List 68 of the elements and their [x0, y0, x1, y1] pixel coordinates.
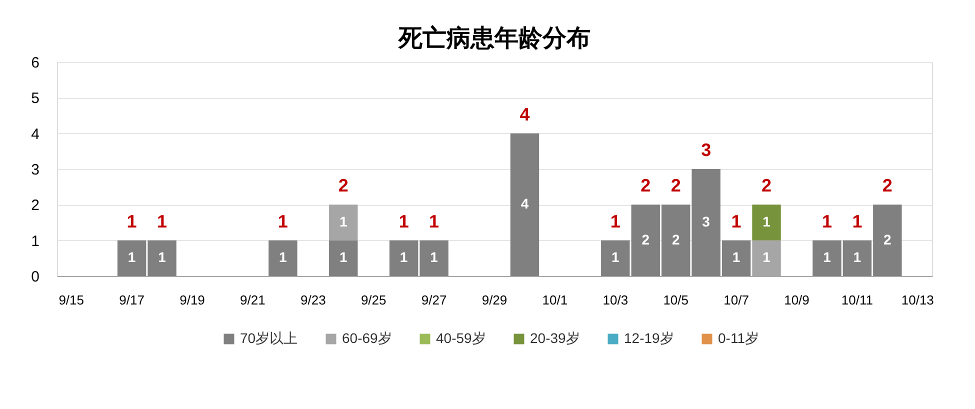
data-label: 1	[612, 249, 620, 266]
x-tick-label: 9/21	[240, 292, 266, 308]
bar	[510, 133, 540, 276]
x-tick-label: 10/5	[663, 292, 689, 308]
x-tick-label: 9/23	[300, 292, 326, 308]
bar	[752, 204, 781, 240]
y-tick-label: 4	[31, 126, 40, 143]
x-tick-label: 9/19	[180, 292, 205, 308]
data-label: 1	[128, 249, 136, 266]
x-tick-label: 9/25	[360, 292, 386, 308]
legend-label: 40-59岁	[436, 330, 486, 346]
legend-label: 60-69岁	[342, 330, 392, 346]
y-tick-label: 3	[31, 162, 40, 178]
bar	[329, 240, 358, 276]
y-tick-label: 6	[31, 54, 40, 72]
bar	[268, 240, 298, 276]
bar	[329, 204, 358, 240]
x-tick-label: 10/7	[724, 292, 749, 308]
legend-label: 12-19岁	[624, 330, 674, 346]
data-label: 2	[672, 231, 680, 248]
x-tick-label: 10/1	[542, 292, 568, 308]
x-tick-label: 10/13	[901, 292, 934, 308]
chart-title: 死亡病患年龄分布	[398, 24, 590, 52]
data-label: 1	[762, 249, 771, 266]
data-label: 1	[400, 249, 408, 266]
total-label: 2	[670, 176, 681, 196]
data-label: 2	[884, 231, 892, 248]
total-label: 1	[157, 211, 168, 232]
total-label: 2	[882, 176, 892, 196]
data-label: 1	[339, 249, 348, 266]
x-tick-label: 10/9	[784, 292, 810, 308]
y-tick-label: 1	[31, 232, 40, 250]
x-tick-label: 9/27	[421, 292, 447, 308]
y-tick-label: 5	[31, 90, 40, 108]
data-label: 1	[823, 249, 832, 266]
total-label: 1	[822, 211, 832, 232]
total-label: 2	[338, 176, 348, 196]
x-tick-label: 10/11	[841, 292, 873, 308]
y-tick-label: 2	[31, 197, 40, 214]
total-label: 1	[731, 211, 742, 232]
total-label: 1	[126, 211, 137, 232]
x-tick-label: 9/17	[119, 292, 144, 308]
total-label: 1	[852, 211, 862, 232]
x-tick-label: 10/3	[602, 292, 628, 308]
total-label: 2	[640, 176, 651, 196]
total-label: 1	[278, 211, 288, 232]
data-label: 3	[702, 214, 710, 230]
data-label: 1	[158, 249, 166, 266]
data-label: 1	[732, 249, 740, 266]
data-label: 2	[642, 231, 650, 248]
x-tick-label: 9/15	[58, 292, 84, 308]
total-label: 4	[520, 104, 530, 124]
data-label: 1	[339, 214, 348, 230]
legend-label: 20-39岁	[530, 330, 580, 346]
legend-label: 70岁以上	[240, 330, 298, 346]
total-label: 1	[398, 211, 409, 232]
data-label: 1	[279, 249, 288, 266]
legend-label: 0-11岁	[718, 330, 759, 346]
y-tick-label: 0	[31, 268, 40, 286]
x-tick-label: 9/29	[482, 292, 508, 308]
total-label: 2	[762, 176, 772, 196]
data-label: 1	[430, 249, 438, 266]
data-label: 1	[853, 249, 862, 266]
data-label: 1	[762, 214, 771, 230]
total-label: 1	[429, 211, 440, 232]
total-label: 3	[701, 140, 712, 160]
total-label: 1	[610, 211, 620, 232]
data-label: 4	[520, 196, 529, 212]
